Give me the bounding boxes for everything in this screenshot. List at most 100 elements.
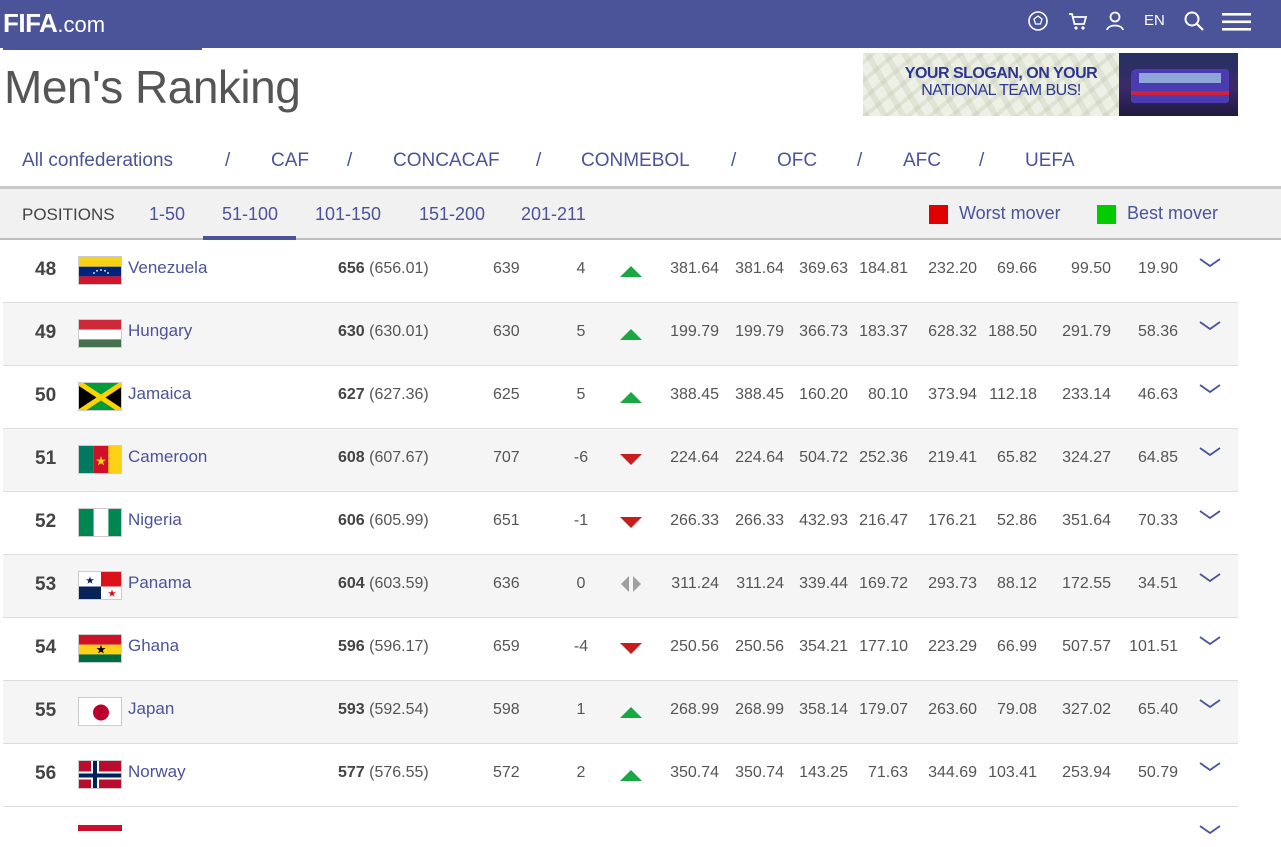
country-link[interactable]: Ghana [128,636,180,655]
tab-caf[interactable]: CAF [271,150,309,171]
trend-up-icon [619,390,643,404]
tab-ofc[interactable]: OFC [777,150,818,171]
position-move: 5 [576,323,586,340]
score-column-5: 223.29 [928,638,977,655]
score-column-2: 388.45 [735,386,784,403]
expand-chevron-icon[interactable] [1198,571,1222,585]
language-selector[interactable]: EN [1144,12,1165,29]
points-rounded: 630 [338,323,365,340]
cart-icon[interactable] [1067,10,1089,37]
position-move: 1 [576,701,586,718]
score-column-2: 311.24 [736,575,784,592]
table-row[interactable]: 48 Venezuela 656 (656.01) 639 4 381.64 381.64 3… [3,240,1238,303]
points-rounded: 604 [338,575,365,592]
range-151-200[interactable]: 151-200 [419,204,486,224]
score-column-5: 219.41 [928,449,977,466]
expand-chevron-icon[interactable] [1198,445,1222,459]
table-row[interactable]: 53 Panama 604 (603.59) 636 0 311.24 311.24 339.… [3,555,1238,618]
position-move: -1 [573,512,589,529]
score-column-5: 293.73 [928,575,977,592]
points-exact: (627.36) [369,386,429,403]
table-row[interactable]: 56 Norway 577 (576.55) 572 2 350.74 350.74 143.… [3,744,1238,807]
score-column-5: 263.60 [928,701,977,718]
search-icon[interactable] [1183,10,1205,37]
active-range-indicator [203,236,296,240]
table-row[interactable]: 49 Hungary 630 (630.01) 630 5 199.79 199.79 366… [3,303,1238,366]
expand-chevron-icon[interactable] [1198,508,1222,522]
points-exact: (576.55) [369,764,429,781]
position-move: -4 [573,638,589,655]
score-column-5: 176.21 [928,512,977,529]
rank-number: 50 [35,385,57,406]
score-column-6: 65.82 [996,449,1037,466]
fifa-logo[interactable]: FIFA.com [3,8,106,38]
rank-number: 53 [35,574,57,595]
country-link[interactable]: Cameroon [128,447,208,466]
score-column-8: 101.51 [1129,638,1178,655]
range-101-150[interactable]: 101-150 [315,204,382,224]
score-column-6: 66.99 [996,638,1037,655]
points-exact: (605.99) [369,512,429,529]
trend-up-icon [619,705,643,719]
score-column-1: 250.56 [670,638,719,655]
score-column-3: 160.20 [799,386,848,403]
country-link[interactable]: Japan [128,699,175,718]
range-1-50[interactable]: 1-50 [149,204,186,224]
score-column-6: 79.08 [996,701,1037,718]
tab-uefa[interactable]: UEFA [1025,150,1075,171]
table-row[interactable]: 54 Ghana 596 (596.17) 659 -4 250.56 250.56 354.… [3,618,1238,681]
expand-chevron-icon[interactable] [1198,382,1222,396]
country-link[interactable]: Panama [128,573,192,592]
score-column-2: 350.74 [735,764,784,781]
tab-conmebol[interactable]: CONMEBOL [581,150,690,171]
flag-icon [78,825,122,831]
total-points: 577 (576.55) [338,764,429,782]
table-row[interactable]: 51 Cameroon 608 (607.67) 707 -6 224.64 224.64 5… [3,429,1238,492]
best-mover-label[interactable]: Best mover [1127,203,1219,223]
rank-number: 49 [35,322,57,343]
expand-chevron-icon[interactable] [1198,634,1222,648]
nigeria-flag-icon [78,508,122,537]
ball-icon[interactable] [1027,10,1049,37]
expand-chevron-icon[interactable] [1198,760,1222,774]
cameroon-flag-icon [78,445,122,474]
country-link[interactable]: Hungary [128,321,193,340]
score-column-1: 224.64 [670,449,719,466]
expand-chevron-icon[interactable] [1198,319,1222,333]
score-column-1: 199.79 [670,323,719,340]
range-201-211[interactable]: 201-211 [521,204,586,224]
country-link[interactable]: Jamaica [128,384,192,403]
range-51-100[interactable]: 51-100 [222,204,279,224]
table-row[interactable]: 55 Japan 593 (592.54) 598 1 268.99 268.99 358.1… [3,681,1238,744]
menu-icon[interactable] [1222,12,1252,37]
score-column-6: 52.86 [996,512,1037,529]
user-icon[interactable] [1104,10,1126,37]
tab-afc[interactable]: AFC [903,150,941,171]
rank-number: 56 [35,763,57,784]
score-column-7: 99.50 [1070,260,1111,277]
expand-chevron-icon[interactable] [1198,697,1222,711]
total-points: 630 (630.01) [338,323,429,341]
country-link[interactable]: Norway [128,762,186,781]
score-column-7: 233.14 [1062,386,1111,403]
ad-banner[interactable]: YOUR SLOGAN, ON YOUR NATIONAL TEAM BUS! [863,53,1238,116]
score-column-3: 143.25 [799,764,848,781]
score-column-7: 324.27 [1062,449,1111,466]
position-move: -6 [573,449,589,466]
table-row[interactable]: 52 Nigeria 606 (605.99) 651 -1 266.33 266.33 43… [3,492,1238,555]
country-link[interactable]: Venezuela [128,258,208,277]
worst-mover-label[interactable]: Worst mover [959,203,1061,223]
expand-chevron-icon[interactable] [1198,823,1222,837]
total-points: 606 (605.99) [338,512,429,530]
score-column-6: 112.18 [989,386,1037,403]
total-points: 593 (592.54) [338,701,429,719]
expand-chevron-icon[interactable] [1198,256,1222,270]
table-row[interactable]: 50 Jamaica 627 (627.36) 625 5 388.45 388.45 160… [3,366,1238,429]
points-rounded: 593 [338,701,365,718]
tab-concacaf[interactable]: CONCACAF [393,150,500,171]
tab-separator: / [857,150,863,171]
points-exact: (603.59) [369,575,429,592]
country-link[interactable]: Nigeria [128,510,182,529]
top-navigation-bar: FIFA.com EN [0,0,1281,48]
tab-all-confederations[interactable]: All confederations [22,150,174,171]
